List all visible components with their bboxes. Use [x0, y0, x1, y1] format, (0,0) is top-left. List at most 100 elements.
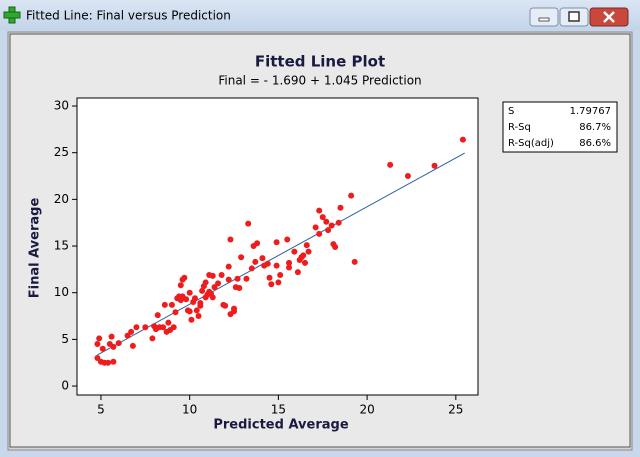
- data-point: [387, 161, 394, 168]
- data-point: [124, 332, 131, 339]
- minimize-button[interactable]: [529, 7, 559, 27]
- data-point: [305, 248, 312, 255]
- app-icon: [3, 6, 21, 24]
- data-point: [165, 319, 172, 326]
- data-point: [199, 287, 206, 294]
- data-point: [218, 271, 225, 278]
- plot-area: [76, 97, 479, 396]
- data-point: [273, 262, 280, 269]
- data-point: [149, 335, 156, 342]
- data-point: [186, 308, 193, 315]
- x-tick-label: 5: [97, 403, 105, 417]
- stats-value: 86.7%: [579, 122, 611, 133]
- data-point: [197, 302, 204, 309]
- data-point: [302, 259, 309, 266]
- data-point: [227, 236, 234, 243]
- chart-subtitle: Final = - 1.690 + 1.045 Prediction: [218, 74, 421, 88]
- x-tick-label: 20: [359, 403, 374, 417]
- data-point: [236, 285, 243, 292]
- data-point: [154, 312, 161, 319]
- data-point: [133, 324, 140, 331]
- data-point: [191, 295, 198, 302]
- fitted-line: [97, 152, 465, 356]
- data-point: [264, 260, 271, 267]
- stats-label: R-Sq(adj): [508, 138, 554, 149]
- x-tick-label: 15: [271, 403, 286, 417]
- data-point: [110, 343, 117, 350]
- data-point: [286, 264, 293, 271]
- data-point: [245, 220, 252, 227]
- y-tick-label: 20: [54, 192, 69, 206]
- data-point: [404, 173, 411, 180]
- y-tick-label: 25: [54, 145, 69, 159]
- data-point: [211, 284, 218, 291]
- chart-title: Fitted Line Plot: [255, 53, 385, 71]
- data-point: [291, 248, 298, 255]
- data-point: [160, 324, 167, 331]
- data-point: [431, 162, 438, 169]
- data-point: [225, 263, 232, 270]
- data-point: [161, 301, 168, 308]
- data-point: [129, 342, 136, 349]
- data-point: [94, 341, 101, 348]
- data-point: [170, 324, 177, 331]
- y-tick-label: 15: [54, 239, 69, 253]
- stats-box: [502, 101, 618, 153]
- data-point: [209, 272, 216, 279]
- data-point: [294, 269, 301, 276]
- stats-value: 86.6%: [579, 138, 611, 149]
- stats-value: 1.79767: [570, 106, 611, 117]
- data-point: [128, 328, 135, 335]
- maximize-button[interactable]: [559, 7, 589, 27]
- data-point: [325, 227, 332, 234]
- y-tick-label: 5: [61, 332, 69, 346]
- data-point: [181, 274, 188, 281]
- data-point: [195, 313, 202, 320]
- data-point: [268, 281, 275, 288]
- data-point: [332, 243, 339, 250]
- data-point: [248, 265, 255, 272]
- data-point: [234, 275, 241, 282]
- data-point: [186, 289, 193, 296]
- data-point: [225, 276, 232, 283]
- data-point: [319, 214, 326, 221]
- data-point: [222, 302, 229, 309]
- data-point: [105, 359, 112, 366]
- data-point: [275, 279, 282, 286]
- data-point: [115, 340, 122, 347]
- data-point: [286, 259, 293, 266]
- y-axis-label: Final Average: [28, 198, 43, 299]
- stats-label: S: [508, 106, 514, 117]
- data-point: [183, 296, 190, 303]
- data-point: [254, 240, 261, 247]
- data-point: [328, 222, 335, 229]
- data-point: [231, 305, 238, 312]
- data-point: [284, 236, 291, 243]
- x-axis-label: Predicted Average: [213, 418, 348, 433]
- data-point: [172, 309, 179, 316]
- data-point: [96, 335, 103, 342]
- data-point: [312, 224, 319, 231]
- data-point: [277, 271, 284, 278]
- data-point: [323, 218, 330, 225]
- data-point: [273, 239, 280, 246]
- x-tick-label: 25: [448, 403, 463, 417]
- data-point: [252, 258, 259, 265]
- data-point: [266, 274, 273, 281]
- data-point: [94, 355, 101, 362]
- data-point: [316, 230, 323, 237]
- data-point: [99, 345, 106, 352]
- data-point: [459, 136, 466, 143]
- data-point: [259, 255, 266, 262]
- close-button[interactable]: [589, 7, 629, 27]
- data-point: [108, 333, 115, 340]
- data-point: [177, 282, 184, 289]
- data-point: [110, 358, 117, 365]
- data-point: [351, 258, 358, 265]
- data-point: [243, 275, 250, 282]
- data-point: [215, 280, 222, 287]
- x-tick-label: 10: [182, 403, 197, 417]
- data-point: [209, 294, 216, 301]
